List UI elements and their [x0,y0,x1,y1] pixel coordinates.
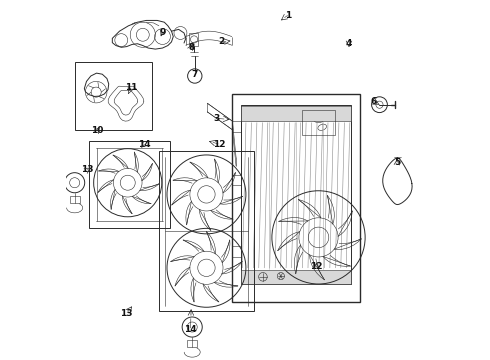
Bar [242,105,351,284]
Bar [232,246,242,257]
Text: 4: 4 [346,39,352,48]
Text: 2: 2 [219,37,225,46]
Bar [242,107,351,121]
Text: 10: 10 [91,126,103,135]
Text: 8: 8 [188,43,195,52]
Text: 11: 11 [125,83,137,92]
Text: 5: 5 [394,158,400,167]
Text: 6: 6 [371,97,377,106]
Text: 7: 7 [191,71,197,80]
Bar [242,270,351,284]
Text: 14: 14 [138,140,151,149]
Bar [190,33,198,45]
Bar [70,196,80,203]
Text: 12: 12 [311,262,323,271]
Bar [232,94,360,302]
Text: 9: 9 [159,28,166,37]
Bar [74,62,152,130]
Bar [232,121,242,132]
Bar [232,175,242,185]
Text: 3: 3 [213,114,220,123]
Bar [89,140,170,228]
Bar [187,340,197,347]
Text: 1: 1 [285,10,291,19]
Text: 14: 14 [184,325,197,334]
Text: 13: 13 [121,309,133,318]
Bar [302,110,335,135]
Text: 12: 12 [213,140,225,149]
Text: 13: 13 [81,166,94,175]
Bar [159,151,254,311]
